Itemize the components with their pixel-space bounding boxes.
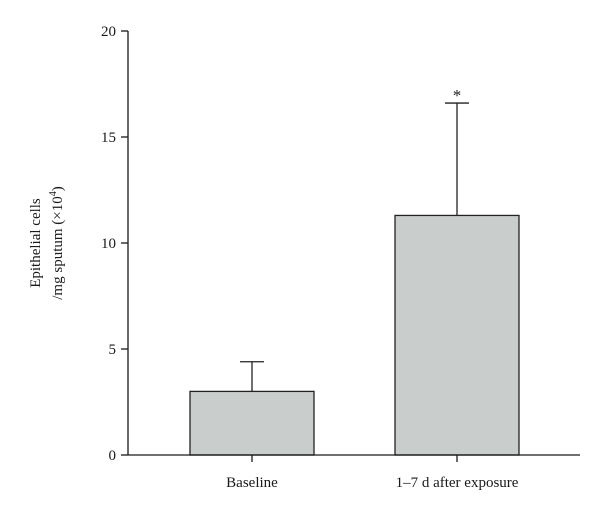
y-axis-title-line2: /mg sputum (×104) xyxy=(48,186,66,299)
y-axis-title: Epithelial cells /mg sputum (×104) xyxy=(28,186,66,299)
y-tick-label-3: 15 xyxy=(101,130,116,146)
y-tick-label-0: 0 xyxy=(109,448,117,464)
x-tick-label-0: Baseline xyxy=(226,475,278,491)
axes-layer: Baseline 1–7 d after exposure 0 5 10 15 20 xyxy=(101,24,580,491)
y-axis-title-line1: Epithelial cells xyxy=(28,198,44,288)
y-tick-label-2: 10 xyxy=(101,236,116,252)
y-tick-label-1: 5 xyxy=(109,342,117,358)
significance-mark-1: * xyxy=(453,86,462,105)
bar-0 xyxy=(189,390,315,456)
y-axis-title-exponent: 4 xyxy=(48,191,59,196)
bar-1 xyxy=(394,214,520,456)
y-tick-label-4: 20 xyxy=(101,24,116,40)
y-axis-title-text: /mg sputum (×10 xyxy=(50,196,66,299)
y-axis-title-close: ) xyxy=(50,186,66,191)
x-tick-label-1: 1–7 d after exposure xyxy=(396,475,519,491)
bars-layer: * xyxy=(189,86,520,456)
